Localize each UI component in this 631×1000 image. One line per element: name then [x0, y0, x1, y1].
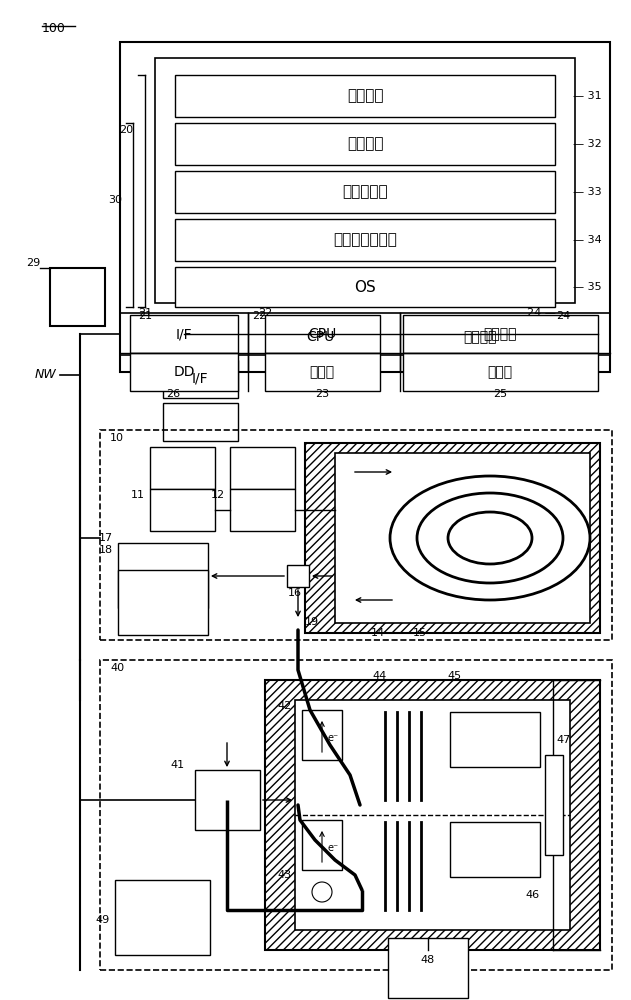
Text: CPU: CPU — [306, 330, 334, 344]
Text: DD: DD — [174, 365, 195, 379]
Text: 19: 19 — [305, 617, 319, 627]
Bar — [175, 267, 555, 307]
Text: 43: 43 — [278, 870, 292, 880]
Text: 42: 42 — [278, 701, 292, 711]
Text: 输入部: 输入部 — [487, 365, 512, 379]
Bar — [130, 315, 238, 353]
Text: 44: 44 — [373, 671, 387, 681]
Text: 49: 49 — [96, 915, 110, 925]
Text: 12: 12 — [211, 490, 225, 500]
Text: 22: 22 — [252, 311, 266, 321]
Text: — 32: — 32 — [573, 139, 602, 149]
Text: 14: 14 — [371, 628, 385, 638]
Text: 存储器: 存储器 — [309, 365, 334, 379]
Bar — [175, 123, 555, 165]
Bar — [150, 489, 215, 531]
Bar — [195, 770, 260, 830]
Bar — [415, 318, 545, 356]
Text: 23: 23 — [315, 389, 329, 399]
Text: 26: 26 — [166, 389, 180, 399]
Bar — [302, 820, 342, 870]
Bar — [155, 58, 575, 303]
Bar — [403, 315, 598, 353]
Text: CPU: CPU — [308, 327, 336, 341]
Text: 46: 46 — [526, 890, 540, 900]
Bar — [270, 318, 370, 356]
Text: — 31: — 31 — [573, 91, 601, 101]
Bar — [118, 543, 208, 608]
Text: I/F: I/F — [192, 372, 208, 386]
Text: 41: 41 — [171, 760, 185, 770]
Bar — [335, 453, 590, 623]
Bar — [450, 822, 540, 877]
Text: 25: 25 — [493, 389, 507, 399]
Bar — [302, 710, 342, 760]
Text: — 33: — 33 — [573, 187, 601, 197]
Bar — [403, 353, 598, 391]
Bar — [265, 680, 600, 950]
Text: 21: 21 — [138, 308, 152, 318]
Text: — 35: — 35 — [573, 282, 601, 292]
Text: e⁻: e⁻ — [328, 843, 339, 853]
Text: 15: 15 — [413, 628, 427, 638]
Bar — [450, 712, 540, 767]
Text: 22: 22 — [258, 308, 272, 318]
Text: e⁻: e⁻ — [328, 733, 339, 743]
Text: 17: 17 — [99, 533, 113, 543]
Bar — [230, 447, 295, 489]
Text: 11: 11 — [131, 490, 145, 500]
Text: 40: 40 — [110, 663, 124, 673]
Text: 10: 10 — [110, 433, 124, 443]
Text: 45: 45 — [448, 671, 462, 681]
Text: 100: 100 — [42, 22, 66, 35]
Bar — [150, 447, 215, 489]
Bar — [175, 75, 555, 117]
Text: 21: 21 — [138, 311, 152, 321]
Bar — [388, 938, 468, 998]
Text: NW: NW — [35, 368, 57, 381]
Bar — [175, 219, 555, 261]
Text: 48: 48 — [421, 955, 435, 965]
Text: 47: 47 — [556, 735, 570, 745]
Bar — [265, 315, 380, 353]
Bar — [163, 403, 238, 441]
Text: 显示装置: 显示装置 — [483, 327, 517, 341]
Text: 20: 20 — [119, 125, 133, 135]
Bar — [230, 489, 295, 531]
Bar — [50, 268, 105, 326]
Bar — [130, 353, 238, 391]
Bar — [287, 565, 309, 587]
Text: — 34: — 34 — [573, 235, 602, 245]
Text: 18: 18 — [99, 545, 113, 555]
Text: 24: 24 — [556, 311, 570, 321]
Text: OS: OS — [354, 279, 376, 294]
Bar — [100, 660, 612, 970]
Bar — [100, 430, 612, 640]
Text: 29: 29 — [26, 258, 40, 268]
Text: 设定存储部: 设定存储部 — [342, 184, 388, 200]
Text: 控制程序: 控制程序 — [347, 89, 383, 104]
Text: 测量数据存储部: 测量数据存储部 — [333, 232, 397, 247]
Circle shape — [312, 882, 332, 902]
Bar — [115, 880, 210, 955]
Ellipse shape — [450, 514, 530, 562]
Text: 24 —: 24 — — [527, 308, 556, 318]
Text: 显示装置: 显示装置 — [463, 330, 497, 344]
Bar — [163, 360, 238, 398]
Bar — [120, 42, 610, 372]
Bar — [545, 755, 563, 855]
Text: I/F: I/F — [175, 327, 192, 341]
Bar — [118, 570, 208, 635]
Text: 化合物库: 化合物库 — [347, 136, 383, 151]
Bar — [265, 353, 380, 391]
Bar — [175, 171, 555, 213]
Text: 16: 16 — [288, 588, 302, 598]
Bar — [305, 443, 600, 633]
Text: 30: 30 — [108, 195, 122, 205]
Bar — [295, 700, 570, 930]
